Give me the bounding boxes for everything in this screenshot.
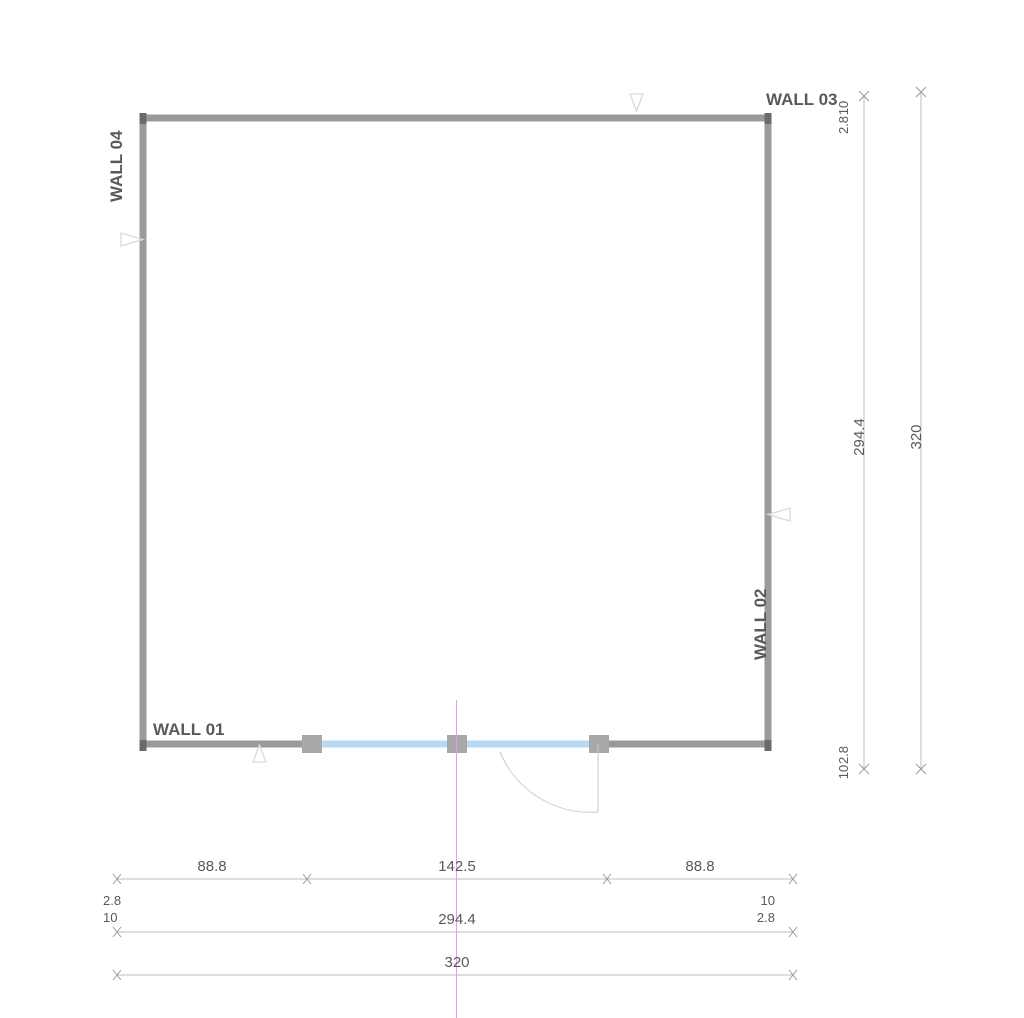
svg-text:294.4: 294.4 — [851, 418, 868, 456]
svg-text:WALL 01: WALL 01 — [153, 720, 224, 739]
svg-text:320: 320 — [444, 954, 469, 971]
svg-text:88.8: 88.8 — [685, 858, 714, 875]
svg-text:10: 10 — [836, 101, 851, 115]
svg-text:142.5: 142.5 — [438, 858, 476, 875]
svg-text:88.8: 88.8 — [197, 858, 226, 875]
svg-text:2.8: 2.8 — [103, 893, 121, 908]
svg-text:320: 320 — [908, 424, 925, 449]
svg-text:WALL 02: WALL 02 — [751, 589, 770, 660]
svg-text:2.8: 2.8 — [836, 116, 851, 134]
svg-text:10: 10 — [836, 765, 851, 779]
svg-text:294.4: 294.4 — [438, 911, 476, 928]
svg-text:2.8: 2.8 — [757, 910, 775, 925]
svg-text:WALL 03: WALL 03 — [766, 90, 837, 109]
svg-text:2.8: 2.8 — [836, 746, 851, 764]
svg-text:10: 10 — [761, 893, 775, 908]
svg-text:WALL 04: WALL 04 — [107, 130, 126, 202]
svg-text:10: 10 — [103, 910, 117, 925]
